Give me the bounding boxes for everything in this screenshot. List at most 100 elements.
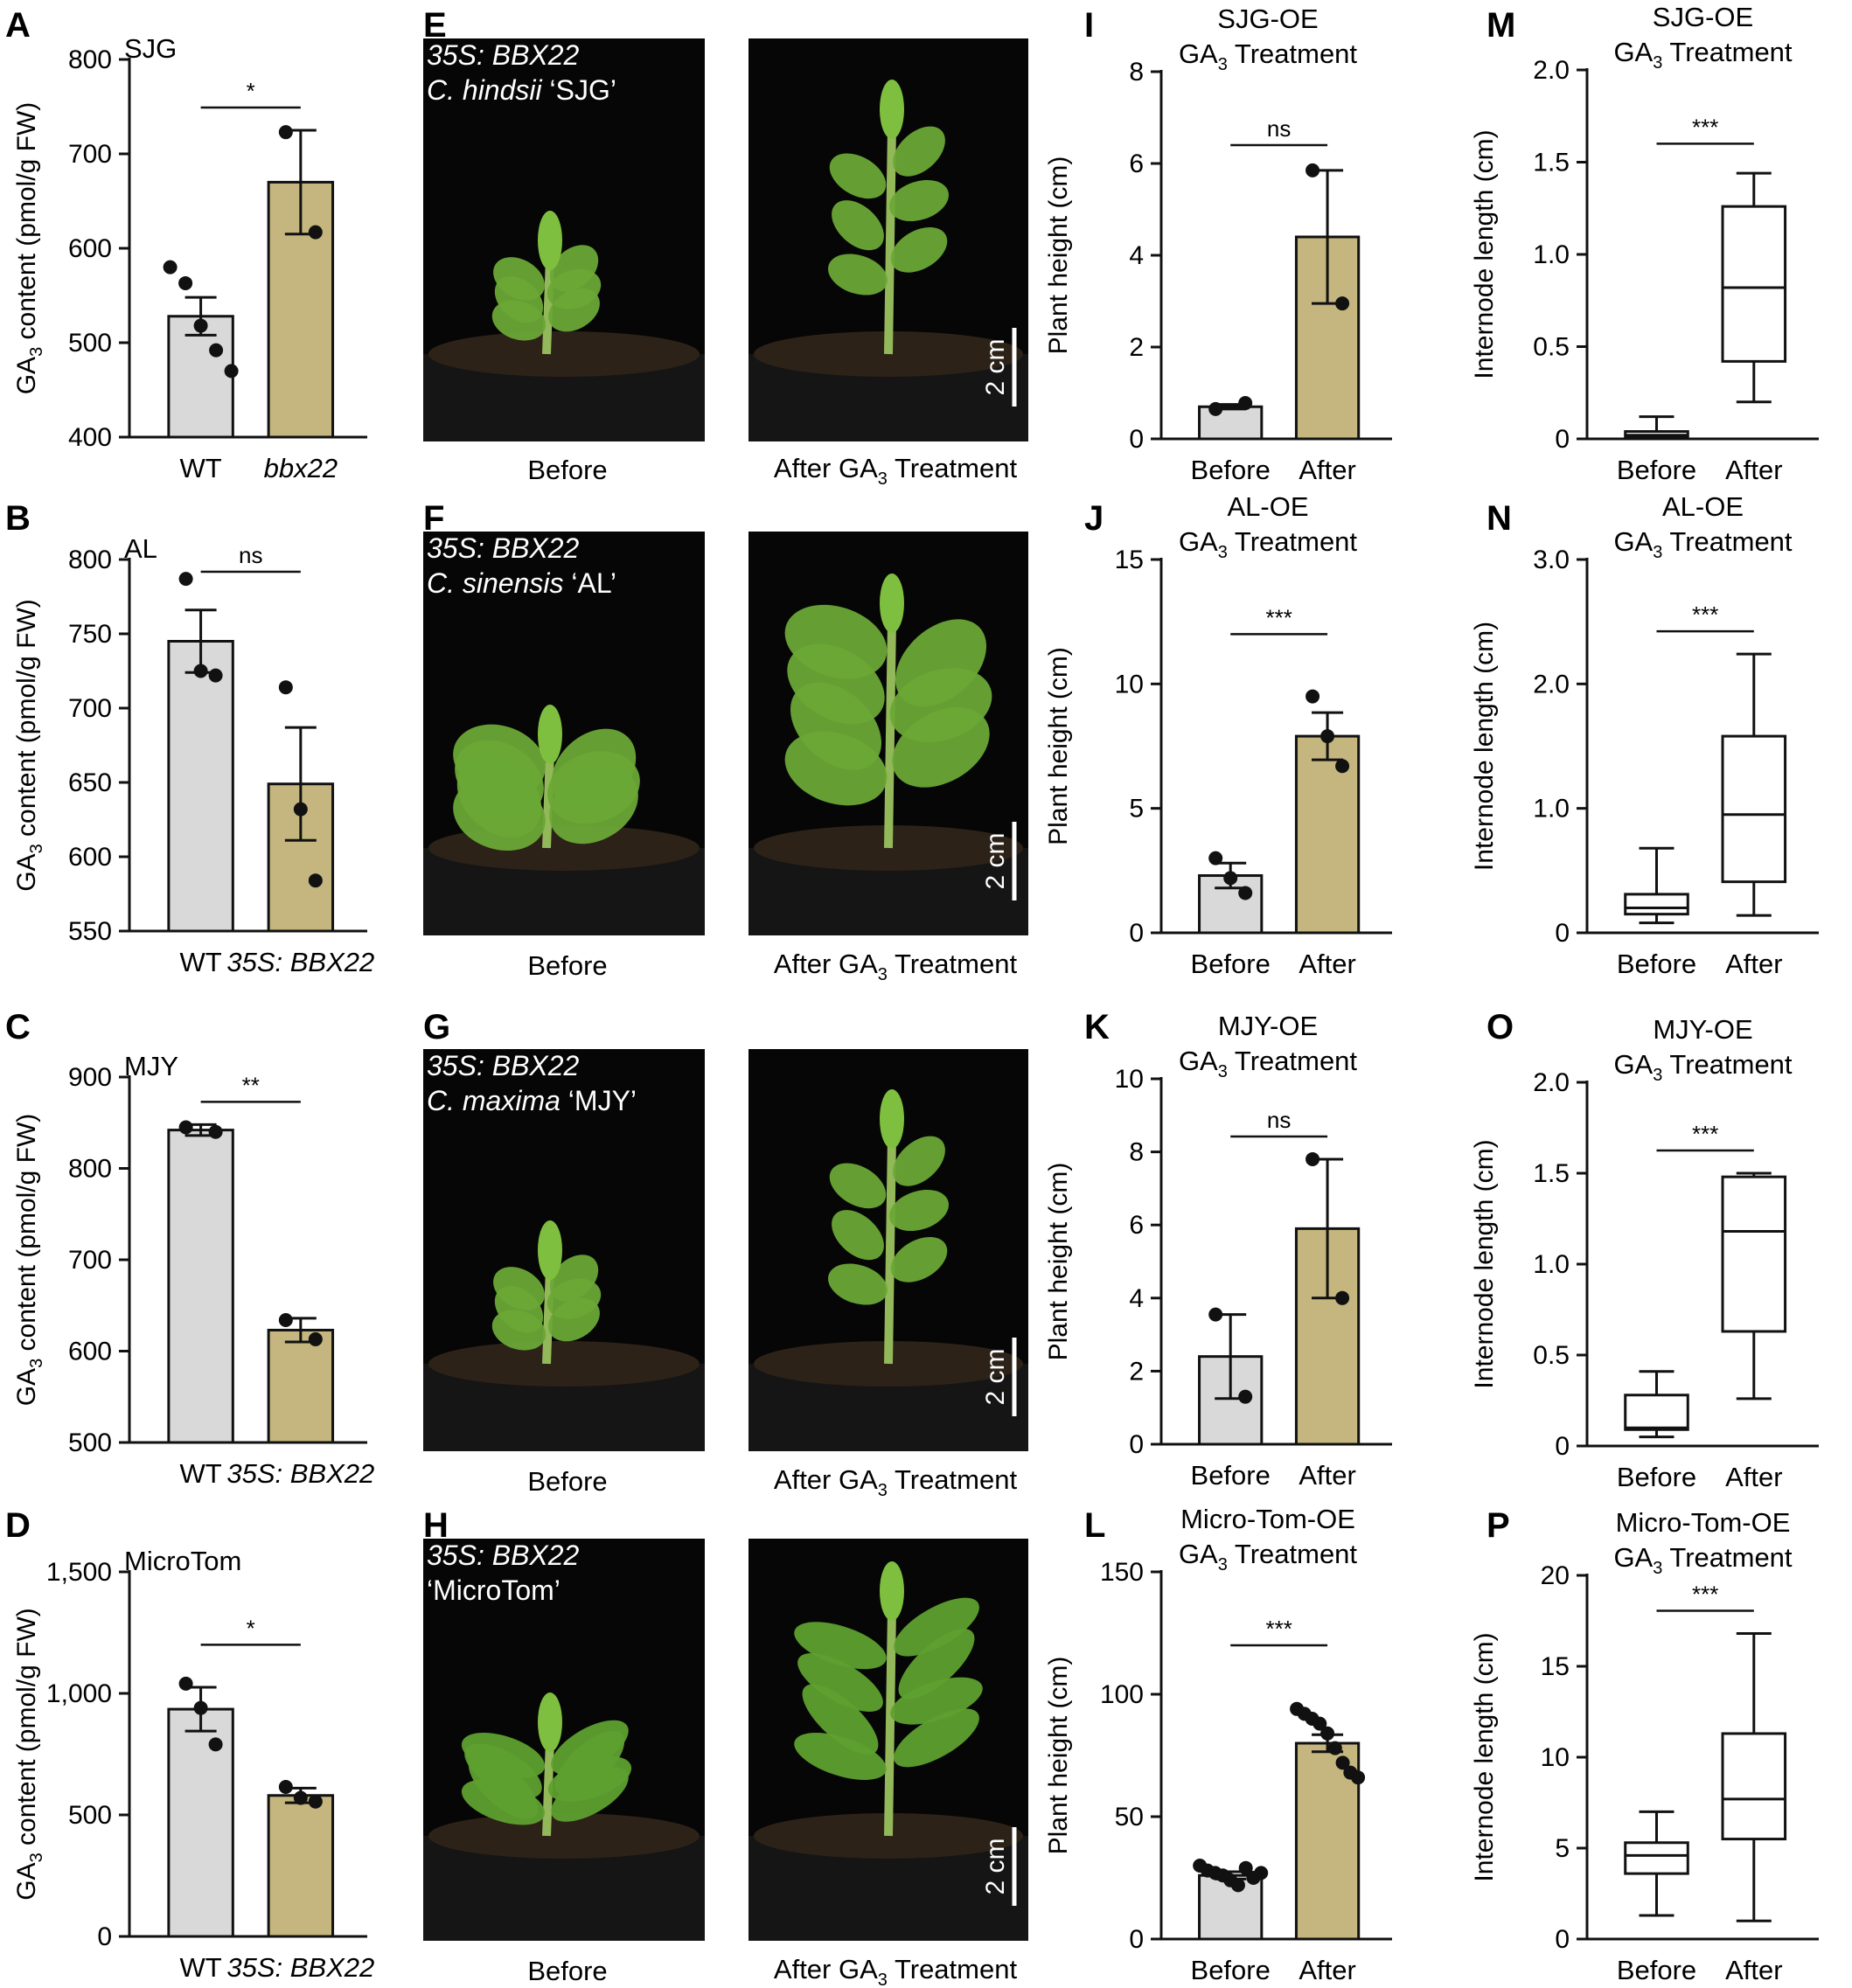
y-tick-label: 2 xyxy=(1129,1357,1144,1386)
leaf xyxy=(549,1255,599,1302)
y-tick-label: 5 xyxy=(1129,795,1144,824)
box xyxy=(1624,1394,1689,1431)
panel-K: K 0 2 4 6 8 10 Plant height (cm) Before After MJY-… xyxy=(1044,1008,1392,1491)
y-tick-label: 800 xyxy=(68,45,112,74)
data-point xyxy=(293,1790,308,1805)
text-part: GA xyxy=(1179,38,1218,69)
y-tick-label: 10 xyxy=(1115,1065,1144,1094)
y-tick-label: 0.5 xyxy=(1533,333,1570,362)
chart-title-line: GA3 Treatment xyxy=(1179,526,1357,562)
data-point xyxy=(1208,851,1223,865)
y-axis-label: Internode length (cm) xyxy=(1470,1632,1499,1881)
data-point xyxy=(1223,871,1238,886)
chart-title-line: GA3 Treatment xyxy=(1613,1049,1792,1085)
text-part: GA xyxy=(1179,1046,1218,1076)
data-point xyxy=(1335,759,1350,774)
y-tick-label: 8 xyxy=(1129,58,1144,87)
y-tick-label: 1,000 xyxy=(46,1679,112,1708)
leaf-tip xyxy=(880,573,904,633)
y-label-main: Plant height (cm) xyxy=(1044,156,1073,355)
panel-N: N 0 1.0 2.0 3.0 Internode length (cm) Before Af… xyxy=(1470,491,1819,979)
leaf xyxy=(551,1720,629,1776)
photo-before xyxy=(423,38,705,441)
y-tick-label: 6 xyxy=(1129,149,1144,178)
subscript: 3 xyxy=(1653,1559,1662,1578)
panel-letter: K xyxy=(1084,1008,1110,1046)
y-label-sub: 3 xyxy=(27,347,46,357)
significance-label: *** xyxy=(1692,601,1718,628)
photo-before xyxy=(423,1539,705,1941)
panel-letter: E xyxy=(423,6,447,45)
y-label-rest: content (pmol/g FW) xyxy=(12,1114,41,1359)
text-part: Treatment xyxy=(1228,1046,1358,1076)
cultivar-name: ‘MicroTom’ xyxy=(427,1574,560,1606)
box xyxy=(1721,205,1787,363)
y-tick-label: 1.0 xyxy=(1533,795,1570,824)
leaf xyxy=(894,1597,979,1657)
box xyxy=(1721,1175,1787,1333)
x-tick-label: 35S: BBX22 xyxy=(226,1458,374,1489)
y-label-rest: content (pmol/g FW) xyxy=(12,1608,41,1852)
data-point xyxy=(1238,1389,1253,1404)
photo-after xyxy=(748,532,1028,935)
chart-title: MicroTom xyxy=(124,1546,241,1576)
data-point xyxy=(1305,163,1320,177)
leaf xyxy=(898,1629,975,1700)
data-point xyxy=(193,1700,208,1715)
panel-J: J 0 5 10 15 Plant height (cm) Before After AL-OE… xyxy=(1044,491,1392,979)
photo-before xyxy=(423,532,705,935)
data-point xyxy=(1312,1716,1327,1731)
y-axis-label: GA3 content (pmol/g FW) xyxy=(12,102,46,395)
stem xyxy=(542,257,554,355)
significance-label: ns xyxy=(1267,1107,1291,1133)
y-label-sub: 3 xyxy=(27,1852,46,1862)
y-tick-label: 800 xyxy=(68,546,112,574)
y-tick-label: 0 xyxy=(1555,919,1570,948)
caption-after: After GA3 Treatment xyxy=(774,1464,1018,1500)
panel-letter: B xyxy=(5,499,31,538)
x-tick-label: WT xyxy=(179,453,221,483)
y-tick-label: 600 xyxy=(68,234,112,263)
y-tick-label: 600 xyxy=(68,843,112,872)
bar xyxy=(167,640,234,933)
text-part: GA xyxy=(1613,1049,1653,1080)
text-part: Treatment xyxy=(888,1464,1018,1495)
leaf-tip xyxy=(538,1220,562,1280)
leaf xyxy=(828,254,888,295)
text-part: SJG-OE xyxy=(1217,3,1318,34)
stem xyxy=(884,126,896,355)
significance-label: *** xyxy=(1265,1616,1292,1642)
y-tick-label: 1,500 xyxy=(46,1558,112,1587)
chart-title-line: SJG-OE xyxy=(1217,3,1318,34)
subscript: 3 xyxy=(878,1481,888,1500)
scale-bar-label: 2 cm xyxy=(981,1838,1010,1894)
soil xyxy=(428,1813,700,1859)
y-tick-label: 2.0 xyxy=(1533,1068,1570,1097)
photo-after xyxy=(748,38,1028,441)
leaf xyxy=(829,153,887,199)
caption-after: After GA3 Treatment xyxy=(774,949,1018,984)
chart-title-line: GA3 Treatment xyxy=(1613,526,1792,562)
leaf-tip xyxy=(538,1693,562,1752)
y-axis-label: Internode length (cm) xyxy=(1470,622,1499,871)
data-point xyxy=(308,225,323,240)
caption-after: After GA3 Treatment xyxy=(774,1954,1018,1988)
y-label-main: Internode length (cm) xyxy=(1470,1632,1499,1881)
caption-before: Before xyxy=(527,1956,607,1986)
y-tick-label: 4 xyxy=(1129,1284,1144,1313)
y-tick-label: 700 xyxy=(68,1246,112,1275)
leaf xyxy=(893,1136,945,1186)
text-part: Micro-Tom-OE xyxy=(1616,1507,1791,1538)
species-name: C. maxima xyxy=(427,1085,560,1116)
y-tick-label: 15 xyxy=(1115,546,1144,574)
soil xyxy=(428,331,700,377)
leaf xyxy=(493,257,545,301)
y-tick-label: 700 xyxy=(68,694,112,723)
text-part: Treatment xyxy=(1228,526,1358,557)
text-part: Treatment xyxy=(1662,37,1793,67)
y-label-main: Plant height (cm) xyxy=(1044,1163,1073,1361)
x-tick-label: Before xyxy=(1617,455,1696,485)
